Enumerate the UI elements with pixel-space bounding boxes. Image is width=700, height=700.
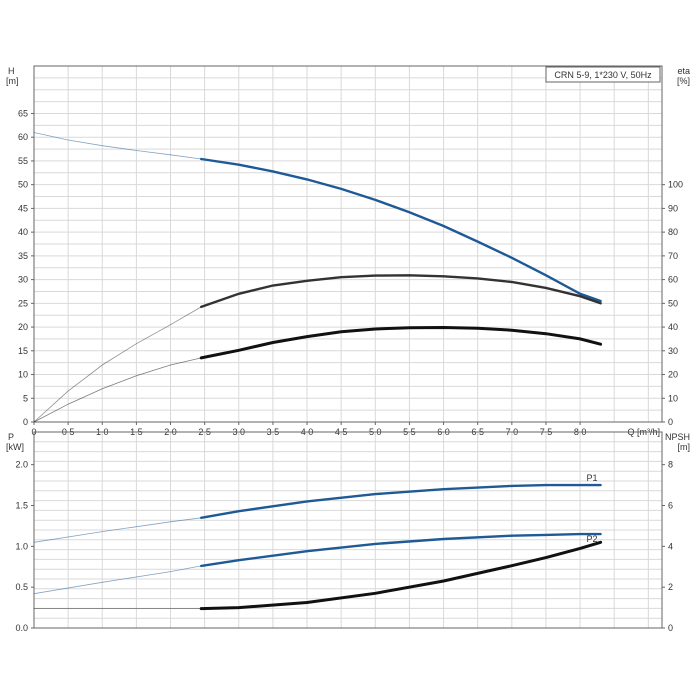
y-left-label: P: [8, 432, 14, 442]
series-line: [200, 532, 602, 568]
y-left-tick-label: 2.0: [15, 460, 28, 470]
y-left-unit: [kW]: [6, 442, 24, 452]
title-box: [545, 66, 661, 83]
y-left-tick-label: 65: [18, 108, 28, 118]
plot-frame: [33, 431, 663, 629]
y-right-tick-label: 0: [668, 417, 673, 427]
y-right-tick-label: 20: [668, 370, 678, 380]
y-left-tick-label: 25: [18, 298, 28, 308]
series-line-extrapolated: [33, 517, 202, 543]
y-left-tick-label: 60: [18, 132, 28, 142]
y-left-tick-label: 0.0: [15, 623, 28, 633]
y-left-tick-label: 50: [18, 180, 28, 190]
y-right-tick-label: 50: [668, 298, 678, 308]
y-right-tick-label: 2: [668, 582, 673, 592]
series-line: [200, 157, 602, 303]
series-line-extrapolated: [33, 357, 202, 423]
y-left-tick-label: 10: [18, 370, 28, 380]
y-right-tick-label: 4: [668, 541, 673, 551]
series-line: [199, 540, 603, 611]
y-right-unit: [%]: [677, 76, 690, 86]
series-label: P1: [587, 473, 598, 483]
y-left-label: H: [8, 66, 15, 76]
y-left-tick-label: 45: [18, 203, 28, 213]
y-right-tick-label: 90: [668, 203, 678, 213]
y-right-label: NPSH: [665, 432, 690, 442]
y-left-tick-label: 55: [18, 156, 28, 166]
y-right-tick-label: 80: [668, 227, 678, 237]
y-left-unit: [m]: [6, 76, 19, 86]
y-right-tick-label: 40: [668, 322, 678, 332]
series-line-extrapolated: [33, 306, 202, 423]
plot-frame: [33, 65, 663, 423]
y-right-tick-label: 30: [668, 346, 678, 356]
y-left-tick-label: 1.0: [15, 541, 28, 551]
y-right-tick-label: 10: [668, 393, 678, 403]
y-right-tick-label: 6: [668, 501, 673, 511]
y-left-tick-label: 0: [23, 417, 28, 427]
series-line-extrapolated: [33, 565, 202, 595]
y-right-tick-label: 0: [668, 623, 673, 633]
y-right-tick-label: 8: [668, 460, 673, 470]
series-line: [200, 483, 602, 519]
y-left-tick-label: 20: [18, 322, 28, 332]
y-right-tick-label: 60: [668, 275, 678, 285]
series-line: [200, 274, 602, 309]
y-left-tick-label: 40: [18, 227, 28, 237]
y-left-tick-label: 1.5: [15, 501, 28, 511]
y-left-tick-label: 35: [18, 251, 28, 261]
series-line: [199, 325, 603, 360]
y-left-tick-label: 15: [18, 346, 28, 356]
series-label: P2: [587, 534, 598, 544]
series-line-extrapolated: [33, 132, 202, 160]
y-left-tick-label: 5: [23, 393, 28, 403]
y-left-tick-label: 0.5: [15, 582, 28, 592]
y-right-tick-label: 70: [668, 251, 678, 261]
y-right-unit: [m]: [678, 442, 691, 452]
chart-title: CRN 5-9, 1*230 V, 50Hz: [554, 70, 652, 80]
y-right-tick-label: 100: [668, 180, 683, 190]
y-right-label: eta: [677, 66, 690, 76]
y-left-tick-label: 30: [18, 275, 28, 285]
